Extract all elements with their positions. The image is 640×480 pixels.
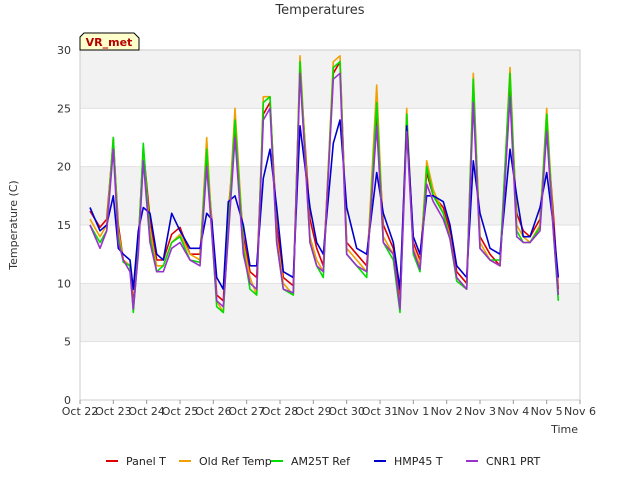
x-tick-label: Nov 5 (531, 405, 563, 418)
y-tick-label: 25 (57, 102, 71, 115)
x-tick-label: Nov 6 (564, 405, 596, 418)
series-line-cnr1-prt (89, 72, 560, 310)
x-tick-label: Oct 25 (162, 405, 199, 418)
grid-band (80, 341, 580, 400)
x-tick-label: Oct 22 (62, 405, 99, 418)
badge-label: VR_met (86, 36, 133, 49)
x-tick-label: Oct 28 (262, 405, 299, 418)
legend-label: HMP45 T (394, 455, 443, 468)
x-tick-label: Oct 27 (228, 405, 265, 418)
x-tick-label: Nov 3 (464, 405, 496, 418)
x-axis-label: Time (550, 423, 578, 436)
chart-title: Temperatures (274, 3, 364, 18)
series-line-hmp45-t (89, 119, 560, 291)
grid-band (80, 283, 580, 342)
grid-bands (80, 49, 580, 401)
y-tick-label: 20 (57, 161, 71, 174)
badge-box (79, 32, 140, 51)
x-tick-label: Oct 24 (128, 405, 165, 418)
plot-frame (79, 49, 581, 401)
legend: Panel T Old Ref Temp AM25T Ref HMP45 T CNR1 … (106, 455, 541, 468)
x-tick-label: Nov 4 (497, 405, 529, 418)
x-tick-label: Oct 30 (328, 405, 365, 418)
x-tick-label: Nov 1 (397, 405, 429, 418)
legend-label: Panel T (126, 455, 166, 468)
x-tick-label: Oct 26 (195, 405, 232, 418)
legend-label: CNR1 PRT (486, 455, 541, 468)
x-tick-label: Oct 29 (295, 405, 332, 418)
y-tick-label: 30 (57, 44, 71, 57)
legend-label: Old Ref Temp (199, 455, 272, 468)
station-badge: VR_met (79, 32, 140, 51)
x-tick-label: Nov 2 (431, 405, 463, 418)
y-tick-label: 5 (64, 336, 71, 349)
y-tick-label: 10 (57, 277, 71, 290)
grid-band (80, 225, 580, 284)
legend-label: AM25T Ref (291, 455, 351, 468)
y-tick-label: 15 (57, 219, 71, 232)
y-axis-label: Temperature (C) (7, 180, 20, 270)
y-axis-ticks: 0 5 10 15 20 25 30 (57, 44, 71, 407)
x-tick-label: Oct 23 (95, 405, 132, 418)
grid-band (80, 50, 580, 109)
series-lines (89, 54, 560, 314)
x-tick-label: Oct 31 (362, 405, 399, 418)
y-tick-label: 0 (64, 394, 71, 407)
